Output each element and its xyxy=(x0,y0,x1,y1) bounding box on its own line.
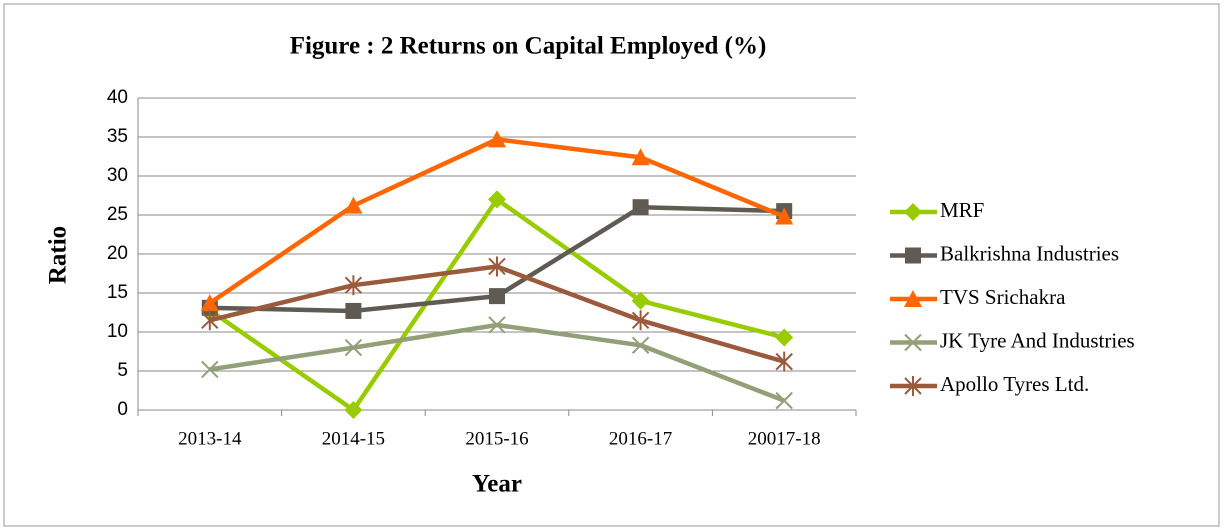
marker xyxy=(631,291,650,310)
legend-label: Balkrishna Industries xyxy=(940,241,1119,265)
y-tick-label: 15 xyxy=(107,282,128,303)
marker xyxy=(344,338,363,357)
marker xyxy=(775,391,793,410)
y-axis-label: Ratio xyxy=(45,226,72,284)
chart-frame xyxy=(3,3,1220,527)
marker xyxy=(905,247,921,264)
x-tick-label: 20017-18 xyxy=(748,428,821,449)
marker xyxy=(632,199,649,216)
legend-label: JK Tyre And Industries xyxy=(940,328,1135,352)
marker xyxy=(489,288,505,305)
marker xyxy=(488,256,506,277)
marker xyxy=(488,130,506,148)
y-tick-label: 40 xyxy=(107,87,128,108)
marker xyxy=(344,401,363,419)
y-tick-label: 5 xyxy=(117,360,128,381)
marker xyxy=(345,302,362,319)
marker xyxy=(775,351,793,372)
marker xyxy=(488,190,506,209)
x-tick-label: 2015-16 xyxy=(465,428,528,449)
x-axis-label: Year xyxy=(472,471,522,498)
marker xyxy=(631,148,650,166)
y-tick-label: 10 xyxy=(107,321,128,342)
x-tick-label: 2014-15 xyxy=(322,428,385,449)
legend-label: TVS Srichakra xyxy=(940,285,1066,309)
marker xyxy=(201,360,219,379)
y-tick-label: 30 xyxy=(107,165,128,186)
marker xyxy=(904,376,922,396)
marker xyxy=(775,328,794,347)
marker xyxy=(904,333,922,352)
marker xyxy=(904,290,922,307)
marker xyxy=(344,275,363,296)
marker xyxy=(904,203,922,221)
y-tick-label: 0 xyxy=(117,399,128,420)
marker xyxy=(344,196,363,214)
chart-title: Figure : 2 Returns on Capital Employed (… xyxy=(290,33,767,60)
marker xyxy=(200,294,219,312)
x-tick-label: 2013-14 xyxy=(178,428,242,449)
legend-label: Apollo Tyres Ltd. xyxy=(940,372,1089,396)
marker xyxy=(488,316,506,334)
marker xyxy=(775,207,794,225)
y-tick-label: 20 xyxy=(107,243,128,264)
x-tick-label: 2016-17 xyxy=(609,428,672,449)
legend-label: MRF xyxy=(940,198,984,222)
marker xyxy=(631,336,650,354)
y-tick-label: 35 xyxy=(107,126,128,147)
y-tick-label: 25 xyxy=(107,204,128,225)
marker xyxy=(201,310,219,331)
marker xyxy=(631,310,650,331)
